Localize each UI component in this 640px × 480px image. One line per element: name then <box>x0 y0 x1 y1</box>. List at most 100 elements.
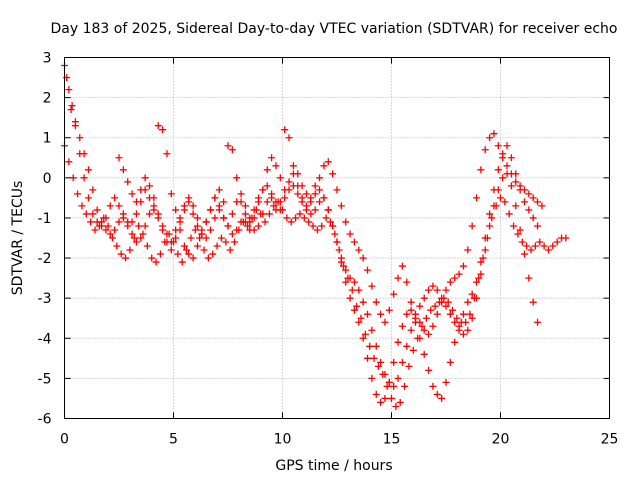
data-point <box>255 198 263 206</box>
data-point <box>348 286 356 294</box>
data-point <box>263 198 271 206</box>
data-point <box>466 310 474 318</box>
data-point <box>350 278 358 286</box>
data-point <box>433 390 441 398</box>
data-point <box>285 186 293 194</box>
data-point <box>505 210 513 218</box>
data-point <box>361 330 369 338</box>
data-point <box>285 178 293 186</box>
data-point <box>473 294 481 302</box>
data-point <box>444 298 452 306</box>
data-point <box>316 186 324 194</box>
data-point <box>534 198 542 206</box>
data-point <box>544 246 552 254</box>
x-tick-label: 20 <box>492 432 510 448</box>
data-point <box>411 318 419 326</box>
data-point <box>146 182 154 190</box>
data-point <box>359 298 367 306</box>
data-point <box>364 354 372 362</box>
data-point <box>398 322 406 330</box>
data-point <box>326 218 334 226</box>
data-point <box>516 226 524 234</box>
data-point <box>300 214 308 222</box>
data-point <box>464 326 472 334</box>
data-point <box>512 178 520 186</box>
data-point <box>409 346 417 354</box>
data-point <box>481 234 489 242</box>
series-2 <box>61 142 570 410</box>
data-point <box>324 206 332 214</box>
data-point <box>346 294 354 302</box>
data-point <box>84 166 92 174</box>
data-point <box>163 150 171 158</box>
data-point <box>468 222 476 230</box>
data-point <box>126 246 134 254</box>
data-point <box>429 382 437 390</box>
data-point <box>124 178 132 186</box>
data-point <box>422 314 430 322</box>
data-point <box>398 262 406 270</box>
data-point <box>87 218 95 226</box>
data-point <box>283 214 291 222</box>
data-point <box>207 206 215 214</box>
data-point <box>407 306 415 314</box>
plot-frame <box>64 57 610 419</box>
data-point <box>163 230 171 238</box>
data-point <box>322 214 330 222</box>
data-point <box>490 202 498 210</box>
data-point <box>65 158 73 166</box>
data-point <box>98 218 106 226</box>
data-point <box>446 310 454 318</box>
data-point <box>531 242 539 250</box>
data-point <box>342 266 350 274</box>
data-point <box>425 366 433 374</box>
data-point <box>115 202 123 210</box>
data-point <box>364 310 372 318</box>
x-tick-label: 0 <box>60 432 69 448</box>
y-axis: 3 2 1 0 -1 -2 -3 -4 -5 -6 <box>38 51 610 428</box>
data-point <box>276 174 284 182</box>
data-point <box>433 310 441 318</box>
data-point <box>146 210 154 218</box>
data-point <box>154 122 162 130</box>
data-point <box>549 242 557 250</box>
data-point <box>211 214 219 222</box>
data-point <box>494 166 502 174</box>
data-point <box>514 230 522 238</box>
data-point <box>246 226 254 234</box>
data-point <box>390 358 398 366</box>
data-point <box>309 222 317 230</box>
data-point <box>294 170 302 178</box>
data-point <box>320 194 328 202</box>
data-point <box>311 182 319 190</box>
data-point <box>390 290 398 298</box>
data-point <box>377 310 385 318</box>
data-point <box>520 250 528 258</box>
data-point <box>346 230 354 238</box>
y-tick-label: 2 <box>43 91 52 107</box>
data-point <box>516 186 524 194</box>
series-3 <box>67 106 542 390</box>
data-point <box>143 242 151 250</box>
data-point <box>265 210 273 218</box>
data-point <box>84 194 92 202</box>
data-point <box>272 198 280 206</box>
data-point <box>477 166 485 174</box>
data-point <box>366 342 374 350</box>
data-point <box>416 302 424 310</box>
data-point <box>159 126 167 134</box>
data-point <box>180 202 188 210</box>
data-point <box>161 238 169 246</box>
data-point <box>167 238 175 246</box>
data-point <box>396 398 404 406</box>
data-point <box>93 206 101 214</box>
data-point <box>451 318 459 326</box>
data-point <box>534 222 542 230</box>
data-point <box>102 226 110 234</box>
data-point <box>311 190 319 198</box>
data-point <box>285 134 293 142</box>
data-point <box>525 274 533 282</box>
data-point <box>233 226 241 234</box>
data-point <box>154 210 162 218</box>
